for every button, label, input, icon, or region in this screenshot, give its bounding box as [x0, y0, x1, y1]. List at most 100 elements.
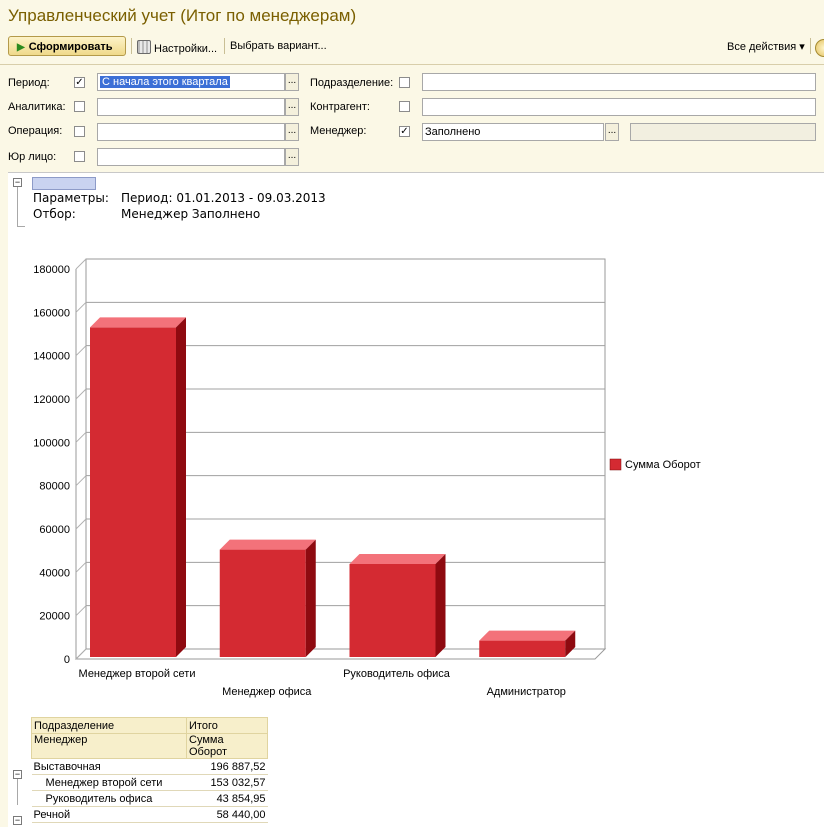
manager-checkbox[interactable]: ✓: [399, 126, 410, 137]
analytics-select-button[interactable]: ...: [285, 98, 299, 116]
params-value: Период: 01.01.2013 - 09.03.2013: [121, 191, 326, 205]
bar-side: [305, 539, 316, 657]
filter-label: Отбор:: [33, 207, 76, 221]
row-value: 58 440,00: [216, 808, 266, 821]
selected-cell[interactable]: [32, 177, 96, 190]
legal-entity-label: Юр лицо:: [8, 151, 57, 163]
legend-label: Сумма Оборот: [625, 459, 701, 471]
x-tick-label: Администратор: [487, 686, 566, 698]
table-header-manager: Менеджер: [31, 733, 187, 759]
table-header-division: Подразделение: [31, 717, 187, 734]
bar-top: [90, 317, 186, 328]
manager-select-button[interactable]: ...: [605, 123, 619, 141]
tree-line: [17, 187, 18, 227]
operation-label: Операция:: [8, 125, 63, 137]
y-tick-label: 160000: [33, 307, 70, 319]
y-tick-label: 20000: [39, 611, 70, 623]
filter-value: Менеджер Заполнено: [121, 207, 261, 221]
table-row: Выставочная 196 887,52: [31, 759, 268, 775]
division-checkbox[interactable]: [399, 77, 410, 88]
bar-top: [349, 553, 446, 564]
bar-chart: 180000 160000 140000 120000 100000 80000 60000…: [33, 258, 701, 698]
table-header-sum-line2: Оборот: [189, 746, 228, 758]
report-table: Подразделение Итого Менеджер Сумма Оборо…: [31, 717, 268, 823]
grid-diagonal: [75, 605, 87, 617]
generate-label: Сформировать: [28, 41, 113, 53]
analytics-label: Аналитика:: [8, 101, 66, 113]
grid-diagonal: [75, 561, 87, 573]
toolbar: ▶ Сформировать Настройки... Выбрать вариа…: [0, 34, 824, 60]
bar-top: [219, 539, 316, 550]
toolbar-separator: [131, 38, 132, 54]
grid-diagonal: [75, 301, 87, 313]
x-tick-label: Руководитель офиса: [343, 668, 451, 680]
grid-diagonal: [75, 431, 87, 443]
row-value: 196 887,52: [210, 760, 266, 773]
table-row: Речной 58 440,00: [31, 807, 268, 823]
period-checkbox[interactable]: ✓: [74, 77, 85, 88]
table-row: Руководитель офиса 43 854,95: [31, 791, 268, 807]
division-field[interactable]: [422, 73, 816, 91]
y-tick-label: 60000: [39, 524, 70, 536]
y-tick-label: 80000: [39, 481, 70, 493]
settings-button[interactable]: Настройки...: [137, 40, 217, 55]
table-header-sum-line1: Сумма: [189, 734, 224, 746]
legend-swatch: [609, 458, 622, 471]
operation-select-button[interactable]: ...: [285, 123, 299, 141]
counterparty-checkbox[interactable]: [399, 101, 410, 112]
all-actions-label: Все действия: [727, 41, 797, 53]
row-name: Выставочная: [33, 760, 101, 773]
bar: [90, 327, 176, 657]
table-header-total: Итого: [186, 717, 268, 734]
y-tick-label: 180000: [33, 264, 70, 276]
collapse-icon[interactable]: −: [13, 815, 22, 825]
bar-top: [479, 630, 576, 641]
table-header-sum: Сумма Оборот: [186, 733, 268, 759]
bar: [479, 640, 566, 657]
period-select-button[interactable]: ...: [285, 73, 299, 91]
toolbar-separator: [224, 38, 225, 54]
help-icon[interactable]: [815, 39, 824, 57]
grid-diagonal: [75, 648, 87, 660]
tree-line: [17, 779, 18, 805]
bar: [349, 563, 436, 657]
bar-side: [565, 630, 576, 657]
legal-entity-select-button[interactable]: ...: [285, 148, 299, 166]
operation-field[interactable]: [97, 123, 285, 141]
row-value: 153 032,57: [210, 776, 266, 789]
y-tick-label: 100000: [33, 437, 70, 449]
y-tick-label: 120000: [33, 394, 70, 406]
generate-button[interactable]: ▶ Сформировать: [8, 36, 126, 56]
params-label: Параметры:: [33, 191, 109, 205]
collapse-icon[interactable]: −: [13, 769, 22, 779]
manager-field[interactable]: Заполнено: [422, 123, 604, 141]
report-gutter: [8, 173, 30, 827]
counterparty-label: Контрагент:: [310, 101, 370, 113]
row-value: 43 854,95: [216, 792, 266, 805]
legal-entity-field[interactable]: [97, 148, 285, 166]
all-actions-menu[interactable]: Все действия ▾: [727, 40, 805, 53]
settings-icon: [137, 40, 151, 54]
period-value: С начала этого квартала: [100, 76, 230, 88]
period-field[interactable]: С начала этого квартала: [97, 73, 285, 91]
window-title: Управленческий учет (Итог по менеджерам): [8, 6, 357, 25]
play-icon: ▶: [17, 42, 25, 53]
row-name: Менеджер второй сети: [45, 776, 163, 789]
grid-diagonal: [75, 475, 87, 487]
analytics-checkbox[interactable]: [74, 101, 85, 112]
operation-checkbox[interactable]: [74, 126, 85, 137]
manager-extra-field: [630, 123, 816, 141]
manager-label: Менеджер:: [310, 125, 367, 137]
x-tick-label: Менеджер второй сети: [79, 668, 196, 680]
y-tick-label: 140000: [33, 351, 70, 363]
counterparty-field[interactable]: [422, 98, 816, 116]
report-area: − Параметры: Период: 01.01.2013 - 09.03.…: [8, 172, 824, 827]
row-name: Руководитель офиса: [45, 792, 153, 805]
y-tick-label: 40000: [39, 567, 70, 579]
choose-variant-button[interactable]: Выбрать вариант...: [230, 40, 327, 52]
collapse-icon[interactable]: −: [13, 177, 22, 187]
period-label: Период:: [8, 77, 50, 89]
legal-entity-checkbox[interactable]: [74, 151, 85, 162]
analytics-field[interactable]: [97, 98, 285, 116]
x-tick-label: Менеджер офиса: [222, 686, 312, 698]
